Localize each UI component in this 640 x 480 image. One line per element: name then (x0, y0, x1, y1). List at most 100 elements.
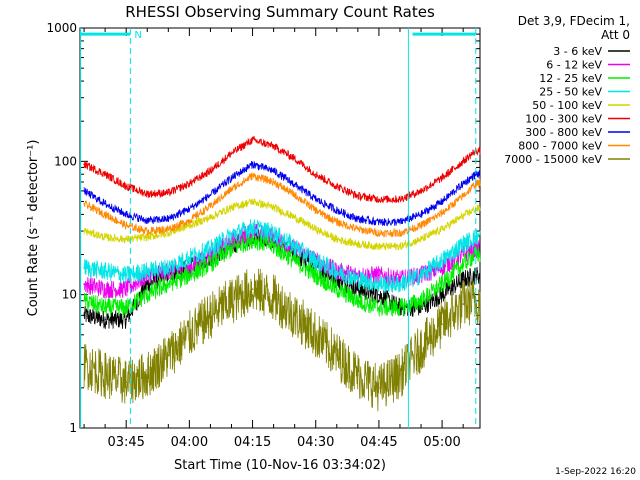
data-point (83, 230, 85, 232)
data-point (83, 363, 85, 366)
data-point (293, 157, 296, 160)
data-point (146, 283, 149, 285)
data-point (335, 238, 338, 241)
data-point (209, 216, 212, 219)
data-point (357, 228, 359, 230)
data-point (188, 224, 191, 227)
x-tick-label: 04:30 (297, 435, 334, 450)
data-point (104, 270, 106, 272)
y-tick-label: 1 (69, 421, 77, 435)
data-point (230, 234, 233, 236)
data-point (188, 256, 191, 259)
data-point (441, 228, 443, 230)
data-point (272, 232, 275, 234)
data-point (378, 221, 380, 223)
data-point (272, 296, 275, 299)
data-point (230, 152, 233, 155)
data-point (251, 288, 254, 290)
data-point (209, 248, 212, 250)
data-point (399, 245, 401, 248)
series-5 (83, 135, 481, 204)
data-point (462, 263, 464, 265)
data-point (83, 163, 85, 166)
data-point (230, 248, 233, 250)
data-point (335, 288, 338, 290)
data-point (420, 190, 422, 192)
data-point (83, 190, 85, 192)
legend-label: 6 - 12 keV (546, 59, 602, 72)
data-point (251, 200, 254, 203)
data-point (399, 283, 401, 285)
plot-frame (79, 27, 481, 429)
data-point (146, 270, 149, 272)
data-point (146, 219, 149, 222)
x-tick-label: 05:00 (423, 435, 460, 450)
data-point (314, 334, 317, 336)
data-point (188, 182, 191, 185)
data-point (462, 278, 464, 281)
series-6 (83, 160, 481, 227)
data-point (293, 245, 296, 248)
data-point (462, 303, 464, 305)
data-point (357, 278, 359, 281)
data-point (441, 259, 443, 262)
data-point (146, 230, 149, 232)
data-point (399, 221, 401, 223)
x-tick-label: 03:45 (107, 435, 144, 450)
data-point (474, 274, 477, 276)
data-point (167, 232, 170, 234)
y-axis-label: Count Rate (s⁻¹ detector⁻¹) (26, 140, 41, 317)
data-point (146, 236, 149, 238)
data-point (167, 192, 170, 194)
series-3 (83, 219, 481, 293)
y-axis-label-text: Count Rate (s⁻¹ detector⁻¹) (26, 140, 41, 317)
data-point (378, 198, 380, 200)
data-point (83, 314, 85, 317)
data-point (230, 188, 233, 190)
data-point (378, 387, 380, 389)
data-point (230, 206, 233, 209)
data-point (357, 299, 359, 302)
legend-label: 25 - 50 keV (539, 86, 602, 99)
data-point (83, 283, 85, 285)
data-point (83, 203, 85, 205)
data-point (462, 215, 464, 217)
data-point (378, 306, 380, 309)
data-point (357, 374, 359, 376)
data-point (188, 266, 191, 269)
data-point (378, 232, 380, 234)
data-point (272, 145, 275, 147)
data-point (462, 195, 464, 197)
data-point (441, 323, 443, 326)
data-point (125, 224, 127, 227)
data-point (378, 283, 380, 285)
data-point (357, 288, 359, 290)
data-point (230, 177, 233, 179)
data-point (335, 185, 338, 188)
x-axis-label: Start Time (10-Nov-16 03:34:02) (174, 458, 386, 473)
data-point (83, 266, 85, 269)
data-point (251, 226, 254, 229)
data-point (462, 243, 464, 245)
data-point (188, 219, 191, 222)
series-2 (83, 232, 481, 317)
data-point (188, 208, 191, 210)
data-point (293, 194, 296, 196)
data-point (293, 314, 296, 317)
data-point (474, 236, 477, 238)
legend-header: Det 3,9, FDecim 1, Att 0 (518, 14, 630, 42)
data-point (125, 238, 127, 241)
y-tick-label: 1000 (46, 21, 77, 35)
data-point (462, 160, 464, 163)
legend-label: 12 - 25 keV (539, 72, 602, 85)
series-line (83, 268, 481, 412)
legend-label: 3 - 6 keV (553, 45, 602, 58)
data-point (209, 263, 212, 265)
data-point (125, 306, 127, 309)
plot-area: 1 10 100 1000 03:45 04:00 04:15 04:30 04:45 05:00… (46, 21, 481, 450)
y-tick-label: 100 (54, 154, 77, 168)
flag-label: N (134, 30, 141, 41)
series-line (83, 135, 481, 204)
data-point (188, 274, 191, 276)
